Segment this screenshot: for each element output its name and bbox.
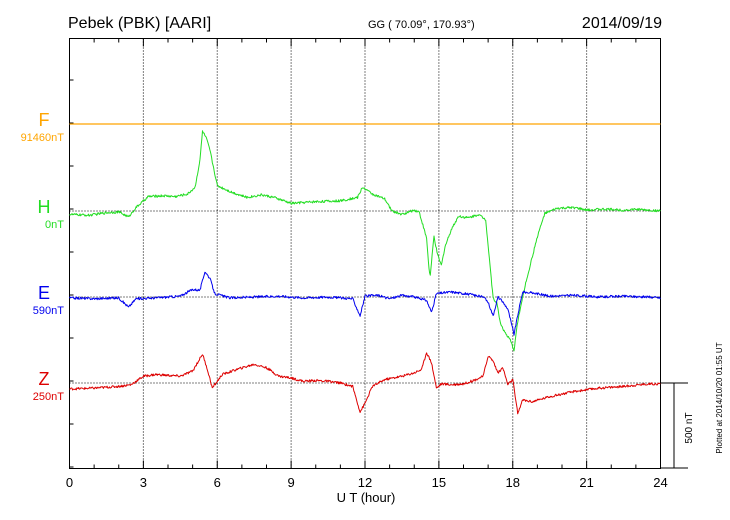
- component-label-z: Z: [39, 369, 50, 389]
- component-label-f: F: [39, 110, 50, 130]
- station-title: Pebek (PBK) [AARI]: [68, 15, 211, 32]
- x-tick-label: 21: [579, 475, 593, 490]
- x-tick-label: 12: [358, 475, 372, 490]
- x-tick-label: 9: [288, 475, 295, 490]
- plotted-timestamp: Plotted at 2014/10/20 01:55 UT: [715, 342, 724, 453]
- component-label-e: E: [38, 283, 50, 303]
- component-label-h: H: [38, 197, 51, 217]
- x-tick-label: 6: [214, 475, 221, 490]
- baseline-value-f: 91460nT: [21, 132, 65, 144]
- x-tick-label: 24: [653, 475, 667, 490]
- baseline-value-e: 590nT: [33, 305, 64, 317]
- scale-bar: 500 nT: [660, 382, 695, 469]
- x-tick-label: 18: [506, 475, 520, 490]
- axis-ticks: 0 3 6 9 12 15 18 21 24: [66, 38, 668, 490]
- series-e-line: [69, 271, 661, 336]
- x-tick-label: 3: [140, 475, 147, 490]
- plot-frame: [69, 38, 661, 469]
- x-axis-label: U T (hour): [337, 490, 396, 505]
- x-tick-label: 0: [66, 475, 73, 490]
- series-z-line: [69, 352, 661, 415]
- component-labels: F 91460nT H 0nT E 590nT Z 250nT: [21, 110, 65, 403]
- x-tick-label: 15: [432, 475, 446, 490]
- baseline-value-h: 0nT: [45, 219, 64, 231]
- series-h-line: [69, 130, 661, 352]
- series-traces: [69, 123, 661, 415]
- baseline-value-z: 250nT: [33, 391, 64, 403]
- scale-bar-label: 500 nT: [684, 412, 695, 443]
- grid-lines: [69, 38, 661, 469]
- date-label: 2014/09/19: [582, 15, 662, 32]
- geographic-coordinates: GG ( 70.09°, 170.93°): [368, 19, 475, 31]
